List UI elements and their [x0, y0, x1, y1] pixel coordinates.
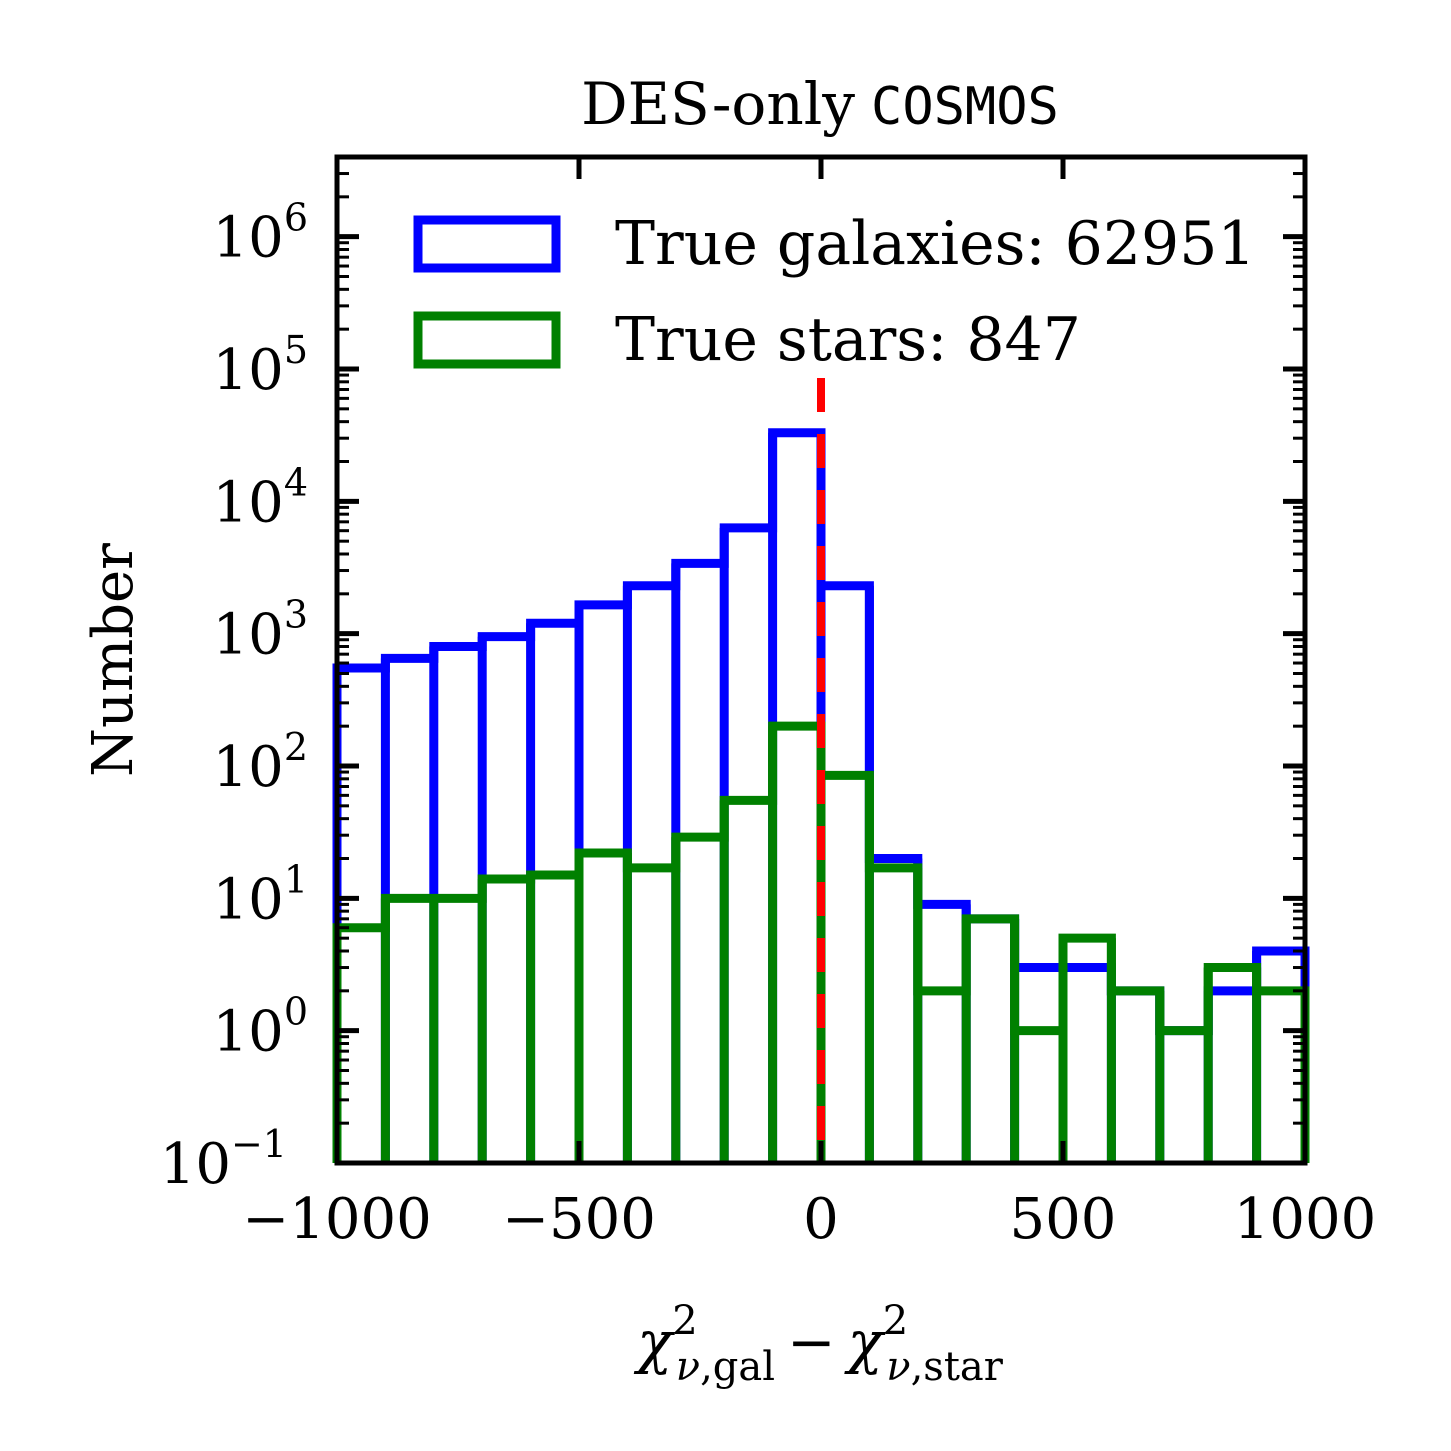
bar-series-1-bin-5 [531, 623, 579, 1163]
x-label-sup-1: 2 [672, 1298, 697, 1344]
y-tick-label-base: 10 [213, 603, 284, 668]
bar-series-1-bin-4 [482, 637, 530, 1163]
y-tick-label-base: 10 [160, 1132, 231, 1197]
y-tick-label-base: 10 [213, 867, 284, 932]
bar-series-1-bin-3 [434, 646, 482, 1163]
y-tick-label: 103 [213, 593, 308, 668]
y-tick-label: 106 [213, 196, 308, 271]
bar-series-1-bin-9 [724, 528, 772, 1163]
y-tick-label: 105 [213, 328, 308, 403]
legend-swatch-series-2 [413, 311, 561, 369]
y-tick-label-base: 10 [213, 735, 284, 800]
bar-series-1-bin-20 [1257, 951, 1305, 1163]
bar-series-2-bin-12 [869, 868, 917, 1163]
x-label-chi-1: χ [633, 1308, 675, 1376]
bar-series-2-bin-7 [627, 868, 675, 1163]
x-tick-label: 1000 [1234, 1187, 1377, 1252]
bar-series-2-bin-13 [918, 991, 966, 1163]
bar-series-2-bin-4 [482, 879, 530, 1163]
bar-series-1-bin-13 [918, 904, 966, 1163]
x-label-sub-gal: ,gal [700, 1344, 775, 1390]
bar-series-2-bin-15 [1015, 1031, 1063, 1163]
x-tick-label: −1000 [242, 1187, 431, 1252]
bar-series-1-bin-10 [773, 433, 821, 1163]
y-tick-label-base: 10 [213, 1000, 284, 1065]
bar-series-2-bin-18 [1160, 1031, 1208, 1163]
x-label-chi-2: χ [844, 1308, 886, 1376]
y-tick-label-base: 10 [213, 206, 284, 271]
bar-series-1-bin-16 [1063, 968, 1111, 1163]
chart-title-prefix: DES-only [581, 70, 855, 138]
bar-series-1-bin-19 [1208, 991, 1256, 1163]
y-tick-label: 100 [213, 990, 308, 1065]
y-tick-label: 104 [213, 460, 308, 535]
legend-label-series-1: True galaxies: 62951 [615, 209, 1256, 279]
data-layer [332, 378, 1310, 1163]
bar-series-2-bin-10 [773, 726, 821, 1163]
y-axis-label: Number [81, 543, 146, 777]
bar-series-1-bin-17 [1111, 991, 1159, 1163]
legend: True galaxies: 62951 True stars: 847 [413, 209, 1256, 375]
bar-series-1-bin-2 [385, 658, 433, 1163]
legend-swatch-series-1 [413, 215, 561, 273]
x-tick-label: −500 [502, 1187, 656, 1252]
bar-series-1-bin-14 [966, 919, 1014, 1163]
bar-series-1-bin-12 [869, 858, 917, 1163]
x-label-nu-2: ν [886, 1344, 910, 1390]
y-tick-label-exponent: 4 [284, 460, 308, 504]
bar-series-2-bin-2 [385, 898, 433, 1163]
bar-series-2-bin-14 [966, 919, 1014, 1163]
bar-series-2-bin-11 [821, 775, 869, 1163]
bar-series-2-bin-6 [579, 853, 627, 1163]
bar-series-1-bin-15 [1015, 968, 1063, 1163]
bar-series-1-bin-8 [676, 563, 724, 1163]
y-tick-label: 10−1 [160, 1122, 287, 1197]
bar-series-1-bin-18 [1160, 1031, 1208, 1163]
x-label-nu-1: ν [676, 1344, 700, 1390]
y-tick-label-exponent: 1 [284, 857, 308, 901]
y-tick-label-exponent: 5 [284, 328, 308, 372]
bar-series-1-bin-11 [821, 586, 869, 1163]
bar-series-1-bin-1 [337, 668, 385, 1163]
y-tick-label-exponent: 3 [284, 593, 308, 637]
y-tick-label: 101 [213, 857, 308, 932]
x-label-minus: − [787, 1308, 836, 1376]
label-layer: −1000 −500 0 500 100010−11001011021031041051… [160, 196, 1377, 1252]
bar-series-2-bin-20 [1257, 991, 1305, 1163]
bar-series-2-bin-5 [531, 875, 579, 1163]
plot-frame [334, 154, 1308, 1166]
y-tick-label-exponent: 6 [284, 196, 308, 240]
y-tick-label-exponent: −1 [231, 1122, 287, 1166]
x-label-sup-2: 2 [883, 1298, 908, 1344]
bar-series-2-bin-1 [337, 928, 385, 1163]
bar-series-1-bin-6 [579, 605, 627, 1163]
bar-series-2-bin-19 [1208, 968, 1256, 1163]
x-label-sub-star: ,star [911, 1344, 1004, 1390]
y-tick-label: 102 [213, 725, 308, 800]
bar-series-2-bin-3 [434, 898, 482, 1163]
y-tick-label-exponent: 2 [284, 725, 308, 769]
bar-series-2-bin-17 [1111, 991, 1159, 1163]
y-tick-label-base: 10 [213, 338, 284, 403]
bar-series-2-bin-8 [676, 837, 724, 1163]
legend-label-series-2: True stars: 847 [615, 305, 1081, 375]
x-tick-label: 500 [1010, 1187, 1117, 1252]
x-tick-label: 0 [803, 1187, 839, 1252]
bar-series-2-bin-9 [724, 800, 772, 1163]
chart-title-suffix: COSMOS [871, 77, 1059, 137]
y-tick-label-exponent: 0 [284, 990, 308, 1034]
x-axis-label: χ2 ν,gal − χ2 ν,star [633, 1298, 1004, 1390]
chart-title: DES-only COSMOS [581, 70, 1059, 138]
bar-series-1-bin-7 [627, 586, 675, 1163]
y-tick-label-base: 10 [213, 470, 284, 535]
